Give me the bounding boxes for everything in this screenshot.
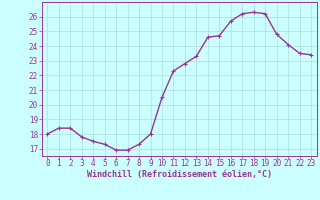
X-axis label: Windchill (Refroidissement éolien,°C): Windchill (Refroidissement éolien,°C): [87, 170, 272, 179]
